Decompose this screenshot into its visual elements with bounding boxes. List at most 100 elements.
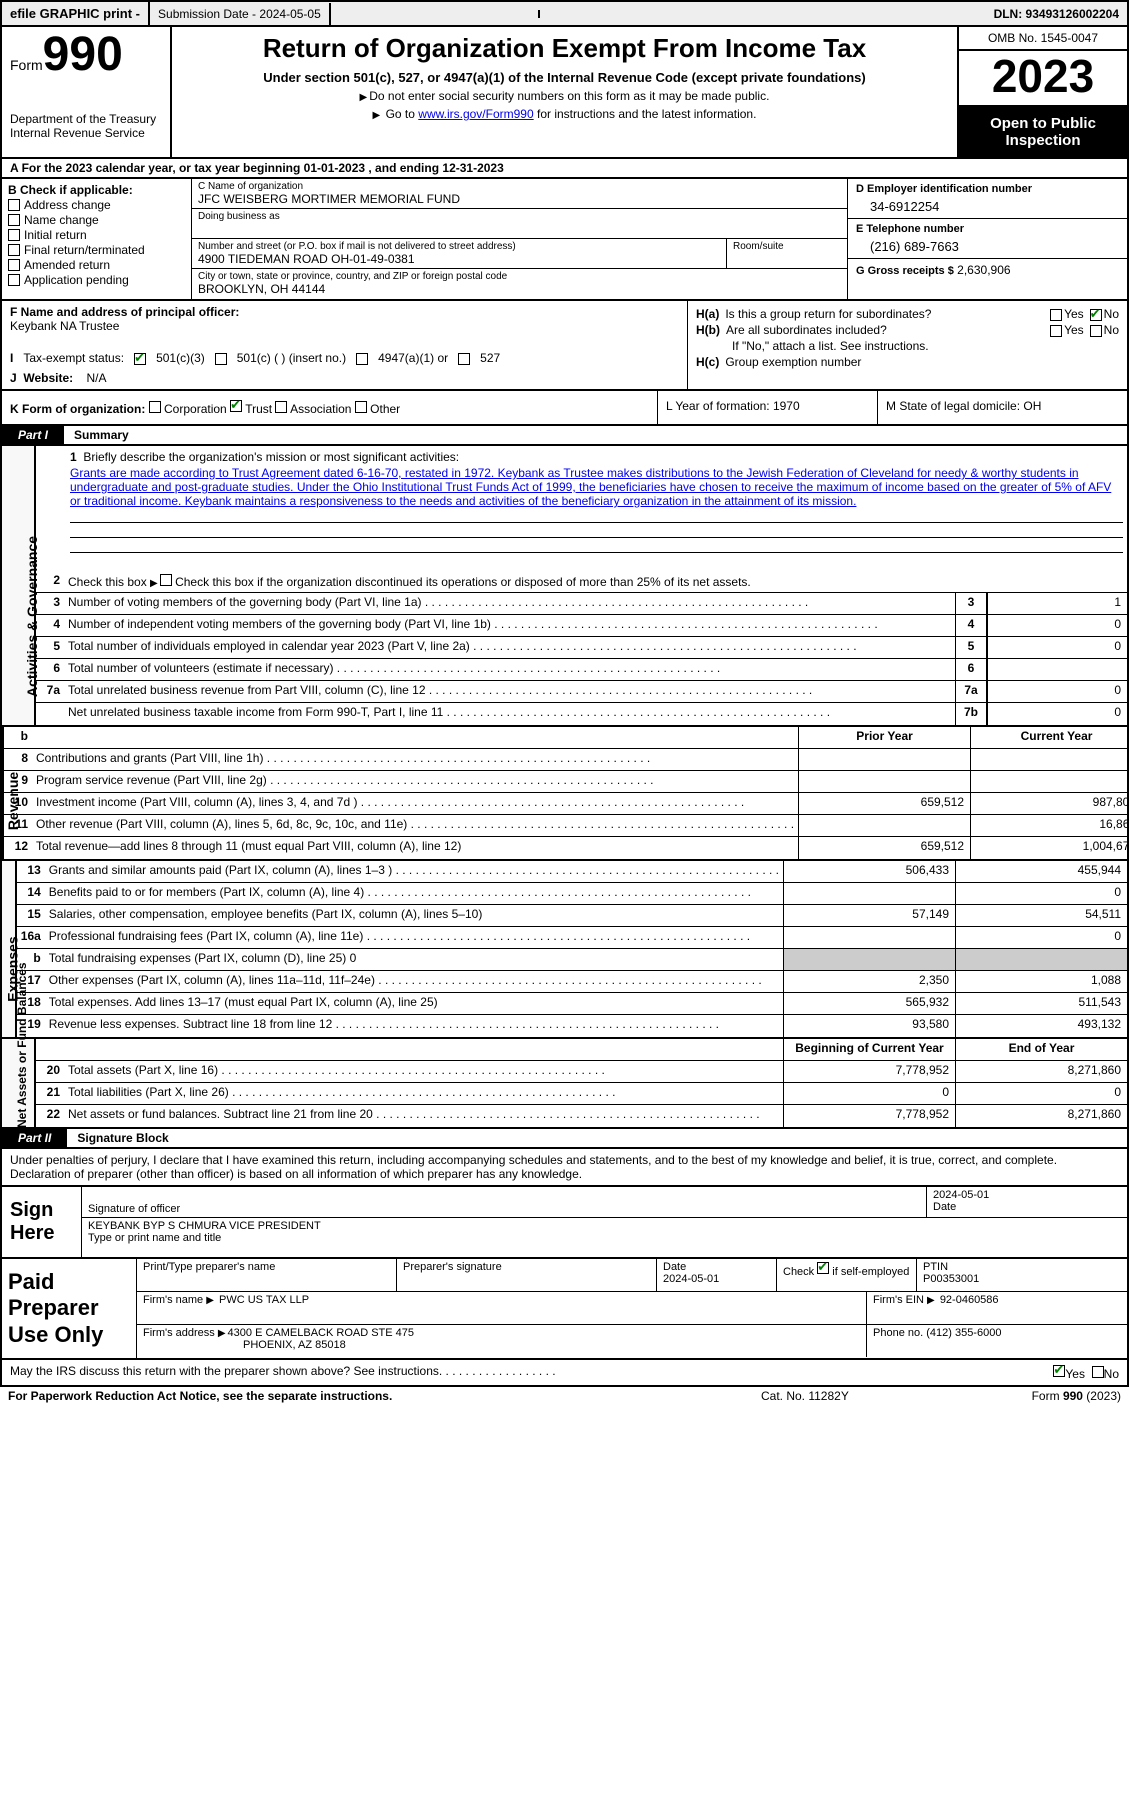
submission-date: Submission Date - 2024-05-05: [150, 3, 331, 25]
h-b-line: H(b)Are all subordinates included? Yes N…: [696, 323, 1119, 337]
line-text: Total liabilities (Part X, line 26): [64, 1083, 783, 1104]
line-text: Investment income (Part VIII, column (A)…: [32, 793, 798, 814]
ptin-value: P00353001: [923, 1273, 1121, 1285]
begin-value: 0: [783, 1083, 955, 1104]
activities-governance-tab: Activities & Governance: [2, 446, 36, 725]
line-box: 6: [955, 659, 987, 680]
website-label: Website:: [23, 371, 73, 385]
chk-address-change[interactable]: Address change: [8, 198, 185, 212]
top-bar: efile GRAPHIC print - Submission Date - …: [0, 0, 1129, 27]
line-num: 6: [36, 659, 64, 680]
no-label: No: [1104, 307, 1119, 321]
sign-here-label: Sign Here: [2, 1187, 82, 1257]
discuss-question: May the IRS discuss this return with the…: [10, 1364, 1053, 1381]
firm-phone-cell: Phone no. (412) 355-6000: [867, 1325, 1127, 1357]
ein-label: D Employer identification number: [856, 183, 1119, 195]
prep-date-cell: Date2024-05-01: [657, 1259, 777, 1291]
section-a: B Check if applicable: Address change Na…: [0, 179, 1129, 301]
line-text: Professional fundraising fees (Part IX, …: [45, 927, 783, 948]
city-row: City or town, state or province, country…: [192, 269, 847, 299]
line-text: Benefits paid to or for members (Part IX…: [45, 883, 783, 904]
line-16b: bTotal fundraising expenses (Part IX, co…: [17, 949, 1127, 971]
chk-label: Application pending: [24, 273, 129, 287]
prep-name-cell[interactable]: Print/Type preparer's name: [137, 1259, 397, 1291]
exp-body: 13Grants and similar amounts paid (Part …: [17, 861, 1127, 1037]
curr-value: [955, 949, 1127, 970]
prior-value: 506,433: [783, 861, 955, 882]
line-7a: 7aTotal unrelated business revenue from …: [36, 681, 1127, 703]
line-num: [36, 703, 64, 725]
line-20: 20Total assets (Part X, line 16)7,778,95…: [36, 1061, 1127, 1083]
line-num: 5: [36, 637, 64, 658]
firm-phone-value: (412) 355-6000: [926, 1327, 1001, 1339]
chk-final-return[interactable]: Final return/terminated: [8, 243, 185, 257]
discuss-yes-no: Yes No: [1053, 1364, 1119, 1381]
line-text: Total revenue—add lines 8 through 11 (mu…: [32, 837, 798, 859]
goto-suffix: for instructions and the latest informat…: [534, 107, 757, 121]
line-3: 3Number of voting members of the governi…: [36, 593, 1127, 615]
line-box: 7a: [955, 681, 987, 702]
officer-signature-cell[interactable]: Signature of officer: [82, 1187, 927, 1217]
line-num: 8: [4, 749, 32, 770]
h-c-text: Group exemption number: [725, 355, 861, 369]
org-name-label: C Name of organization: [198, 181, 841, 192]
box-b: B Check if applicable: Address change Na…: [2, 179, 192, 299]
discuss-text: May the IRS discuss this return with the…: [10, 1364, 442, 1378]
prep-body: Print/Type preparer's name Preparer's si…: [137, 1259, 1127, 1358]
signature-declaration: Under penalties of perjury, I declare th…: [0, 1149, 1129, 1187]
header-center: Return of Organization Exempt From Incom…: [172, 27, 957, 157]
dln: DLN: 93493126002204: [986, 3, 1127, 25]
prep-sig-cell[interactable]: Preparer's signature: [397, 1259, 657, 1291]
opt-assoc: Association: [290, 402, 351, 416]
line-value: [987, 659, 1127, 680]
chk-label: Amended return: [24, 258, 110, 272]
line-text: Number of independent voting members of …: [64, 615, 955, 636]
line-5: 5Total number of individuals employed in…: [36, 637, 1127, 659]
paid-preparer-label: Paid Preparer Use Only: [2, 1259, 137, 1358]
sign-date-value: 2024-05-01: [933, 1189, 1121, 1201]
checkbox-icon: [1053, 1365, 1065, 1377]
sign-row-2: KEYBANK BYP S CHMURA VICE PRESIDENT Type…: [82, 1218, 1127, 1246]
checkbox-icon: [215, 353, 227, 365]
yes-label: Yes: [1064, 307, 1084, 321]
ein-row: D Employer identification number 34-6912…: [848, 179, 1127, 219]
firm-addr-2: PHOENIX, AZ 85018: [143, 1339, 346, 1351]
line-value: 0: [987, 703, 1127, 725]
efile-print-button[interactable]: efile GRAPHIC print -: [2, 2, 150, 25]
chk-amended-return[interactable]: Amended return: [8, 258, 185, 272]
prior-value: 93,580: [783, 1015, 955, 1037]
firm-addr-1: 4300 E CAMELBACK ROAD STE 475: [228, 1327, 414, 1339]
page-footer: For Paperwork Reduction Act Notice, see …: [0, 1387, 1129, 1405]
gross-value: 2,630,906: [957, 263, 1010, 277]
header-left: Form990 Department of the Treasury Inter…: [2, 27, 172, 157]
box-k: K Form of organization: Corporation Trus…: [2, 391, 657, 424]
chk-name-change[interactable]: Name change: [8, 213, 185, 227]
chk-application-pending[interactable]: Application pending: [8, 273, 185, 287]
end-year-hdr: End of Year: [955, 1039, 1127, 1060]
opt-corp: Corporation: [164, 402, 227, 416]
line-6: 6Total number of volunteers (estimate if…: [36, 659, 1127, 681]
line-num: 16a: [17, 927, 45, 948]
line-11: 11Other revenue (Part VIII, column (A), …: [4, 815, 1129, 837]
officer-name-cell: KEYBANK BYP S CHMURA VICE PRESIDENT Type…: [82, 1218, 1127, 1246]
prior-value: 659,512: [798, 793, 970, 814]
checkbox-icon: [8, 244, 20, 256]
self-employed-cell: Check if self-employed: [777, 1259, 917, 1291]
line-text: Total number of volunteers (estimate if …: [64, 659, 955, 680]
irs-discuss-row: May the IRS discuss this return with the…: [0, 1360, 1129, 1387]
line-13: 13Grants and similar amounts paid (Part …: [17, 861, 1127, 883]
irs-link[interactable]: www.irs.gov/Form990: [418, 107, 533, 121]
checkbox-icon: [275, 401, 287, 413]
checkbox-icon: [1092, 1366, 1104, 1378]
end-value: 0: [955, 1083, 1127, 1104]
sign-date-cell: 2024-05-01 Date: [927, 1187, 1127, 1217]
gross-label: G Gross receipts $: [856, 265, 954, 277]
address-row: Number and street (or P.O. box if mail i…: [192, 239, 847, 269]
prior-value: 57,149: [783, 905, 955, 926]
prep-name-label: Print/Type preparer's name: [143, 1261, 390, 1273]
h-a-text: Is this a group return for subordinates?: [725, 307, 1044, 321]
line-num: 3: [36, 593, 64, 614]
calendar-year-line: A For the 2023 calendar year, or tax yea…: [0, 159, 1129, 179]
line-num: 21: [36, 1083, 64, 1104]
chk-initial-return[interactable]: Initial return: [8, 228, 185, 242]
